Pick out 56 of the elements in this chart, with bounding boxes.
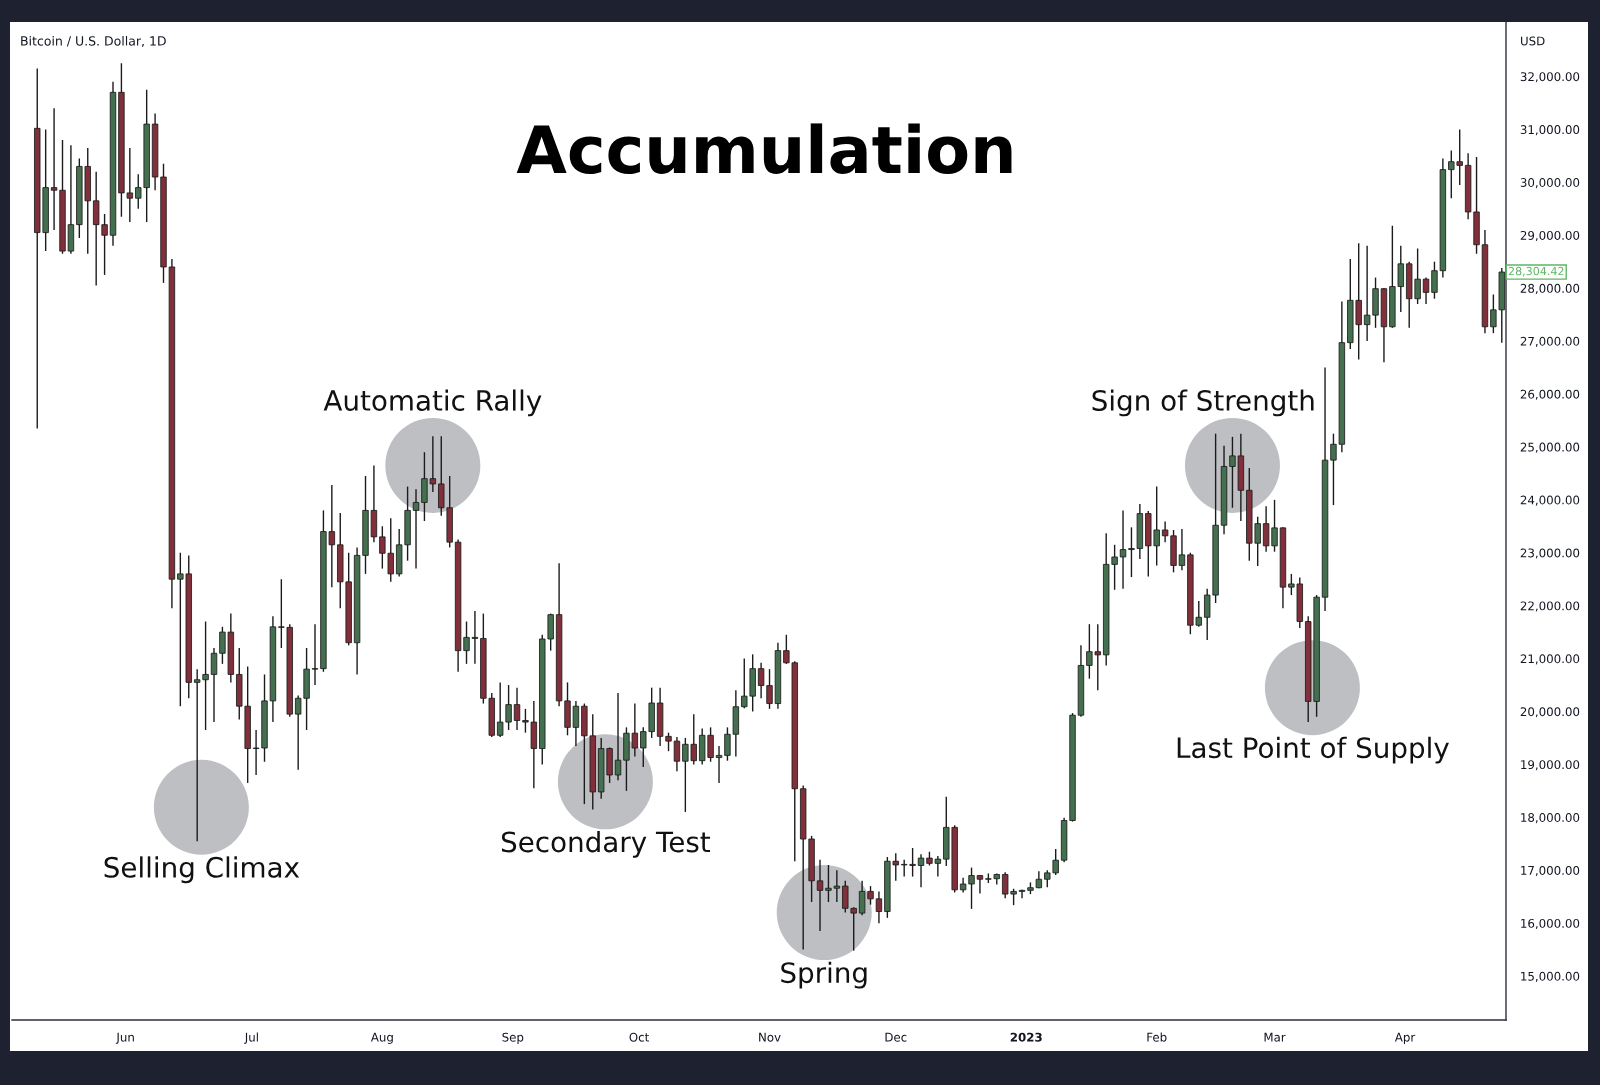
candlestick (976, 874, 984, 895)
annotation: Selling Climax (104, 856, 300, 884)
y-axis-title: USD (1521, 36, 1545, 46)
y-tick-label: 27,000.00 (1520, 336, 1580, 347)
x-tick-label: Apr (1394, 1032, 1416, 1044)
x-tick-label: Feb (1147, 1032, 1167, 1042)
y-tick-label: 32,000.00 (1520, 72, 1580, 83)
x-tick-label: Jul (244, 1032, 258, 1044)
y-tick-label: 22,000.00 (1520, 601, 1580, 612)
y-tick-label: 24,000.00 (1520, 495, 1580, 506)
y-tick-label: 20,000.00 (1520, 707, 1580, 718)
annotation: Automatic Rally (323, 389, 542, 417)
candlestick (412, 488, 420, 570)
candlestick (1119, 509, 1127, 590)
candlestick (917, 853, 925, 888)
annotation: Last Point of Supply (1177, 736, 1449, 764)
x-tick-label: Dec (885, 1032, 907, 1042)
x-tick-label: 2023 (1010, 1032, 1042, 1042)
y-tick-label: 18,000.00 (1521, 813, 1580, 824)
candlestick (210, 647, 218, 723)
y-tick-label: 16,000.00 (1521, 918, 1580, 930)
candlestick (875, 890, 883, 924)
candlestick (614, 692, 622, 781)
y-tick-label: 29,000.00 (1520, 230, 1580, 242)
x-tick-label: Sep (502, 1032, 524, 1044)
candlestick (1422, 276, 1430, 305)
x-tick-label: Mar (1264, 1032, 1286, 1042)
candlestick (673, 736, 681, 772)
candlestick (816, 858, 824, 932)
candlestick (1018, 889, 1026, 899)
candlestick (311, 623, 319, 686)
y-tick-label: 19,000.00 (1521, 760, 1580, 771)
x-tick-label: Oct (629, 1032, 649, 1042)
annotation: Spring (781, 961, 867, 989)
candlestick (471, 610, 479, 665)
y-tick-label: 15,000.00 (1521, 971, 1580, 982)
annotation: Sign of Strength (1092, 389, 1314, 417)
annotation: Secondary Test (501, 830, 711, 858)
candlestick (715, 745, 723, 784)
annotation: 28,304.42 (1508, 266, 1564, 277)
y-tick-label: 31,000.00 (1520, 125, 1580, 136)
text: Accumulation (516, 123, 1012, 174)
x-tick-label: Jun (115, 1032, 134, 1044)
x-tick-label: Nov (759, 1032, 781, 1042)
text: Bitcoin / U.S. Dollar, 1D (21, 35, 166, 47)
candlestick (513, 686, 521, 731)
y-tick-label: 25,000.00 (1520, 442, 1580, 453)
y-tick-label: 30,000.00 (1520, 178, 1580, 189)
y-tick-label: 17,000.00 (1521, 865, 1580, 877)
y-tick-label: 23,000.00 (1520, 548, 1580, 559)
y-tick-label: 21,000.00 (1520, 654, 1580, 665)
candlestick (572, 700, 580, 747)
candlestick (1178, 528, 1186, 571)
x-tick-label: Aug (370, 1032, 393, 1044)
y-tick-label: 28,000.00 (1520, 283, 1580, 294)
y-tick-label: 26,000.00 (1520, 389, 1580, 400)
